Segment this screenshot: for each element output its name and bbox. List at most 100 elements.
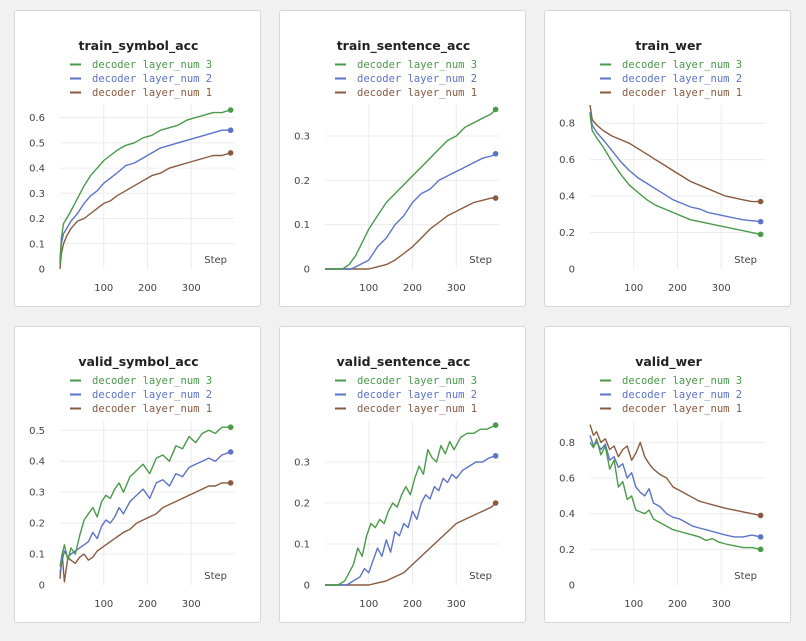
x-axis-label: Step (469, 571, 492, 582)
series-line (59, 426, 231, 567)
x-tick-label: 300 (182, 599, 201, 610)
x-tick-label: 200 (138, 283, 157, 294)
x-tick-label: 200 (403, 283, 422, 294)
series-end-point (757, 512, 764, 519)
y-tick-label: 0.1 (29, 550, 45, 561)
x-tick-label: 200 (138, 599, 157, 610)
y-tick-label: 0.8 (559, 438, 575, 449)
x-tick-label: 100 (94, 283, 113, 294)
x-tick-label: 100 (94, 599, 113, 610)
series-end-point (492, 150, 499, 157)
chart-title: valid_symbol_acc (78, 354, 198, 370)
series-line (589, 435, 761, 538)
chart-title: train_symbol_acc (79, 38, 199, 54)
series-end-point (227, 127, 234, 134)
legend-entry: decoder layer_num 1 (622, 403, 742, 415)
x-tick-label: 100 (359, 283, 378, 294)
x-tick-label: 100 (624, 599, 643, 610)
legend-entry: decoder layer_num 2 (357, 389, 477, 401)
y-tick-label: 0.5 (29, 426, 45, 437)
x-tick-label: 300 (712, 283, 731, 294)
chart-title: train_wer (635, 38, 702, 54)
x-tick-label: 300 (447, 283, 466, 294)
legend-entry: decoder layer_num 2 (92, 73, 212, 85)
series-line (589, 112, 761, 223)
series-end-point (227, 480, 234, 486)
y-tick-label: 0.3 (294, 458, 310, 469)
series-line (59, 109, 231, 265)
chart-title: valid_sentence_acc (337, 354, 471, 370)
chart-panel-train-wer: train_wer decoder layer_num 3 decoder laye… (544, 10, 791, 307)
legend-entry: decoder layer_num 3 (357, 375, 477, 387)
x-tick-label: 300 (712, 599, 731, 610)
series-end-point (757, 231, 764, 238)
x-tick-label: 200 (403, 599, 422, 610)
chart-panel-train-symbol-acc: train_symbol_acc decoder layer_num 3 decod… (14, 10, 261, 307)
y-tick-label: 0.2 (294, 176, 310, 187)
y-tick-label: 0 (39, 265, 45, 276)
chart-panel-valid-wer: valid_wer decoder layer_num 3 decoder laye… (544, 326, 791, 623)
y-tick-label: 0.8 (559, 119, 575, 130)
x-tick-label: 100 (359, 599, 378, 610)
legend-entry: decoder layer_num 1 (357, 87, 477, 99)
x-tick-label: 300 (447, 599, 466, 610)
y-tick-label: 0.4 (559, 192, 575, 203)
x-tick-label: 100 (624, 283, 643, 294)
series-end-point (757, 534, 764, 540)
series-end-point (492, 195, 499, 201)
x-axis-label: Step (469, 255, 492, 266)
chart-title: valid_wer (635, 354, 702, 370)
series-end-point (757, 198, 764, 205)
series-line (325, 502, 497, 586)
series-line (589, 438, 761, 550)
y-tick-label: 0.4 (559, 509, 575, 520)
series-end-point (227, 107, 234, 113)
series-line (325, 424, 496, 586)
x-axis-label: Step (734, 571, 757, 582)
y-tick-label: 0.6 (559, 155, 575, 166)
x-axis-label: Step (204, 255, 227, 266)
y-tick-label: 0.2 (559, 228, 575, 239)
y-tick-label: 0 (39, 581, 45, 592)
legend-entry: decoder layer_num 3 (92, 375, 212, 387)
y-tick-label: 0.4 (29, 457, 45, 468)
series-end-point (492, 453, 499, 459)
series-end-point (492, 106, 499, 113)
series-end-point (757, 546, 764, 553)
legend-entry: decoder layer_num 1 (622, 87, 742, 99)
y-tick-label: 0.1 (294, 220, 310, 231)
series-end-point (227, 150, 234, 156)
legend-entry: decoder layer_num 2 (622, 389, 742, 401)
y-tick-label: 0.6 (29, 113, 45, 124)
legend-entry: decoder layer_num 1 (92, 87, 212, 99)
chart-title: train_sentence_acc (337, 38, 471, 54)
series-line (59, 482, 231, 583)
legend-entry: decoder layer_num 2 (357, 73, 477, 85)
y-tick-label: 0 (304, 265, 310, 276)
y-tick-label: 0.3 (294, 132, 310, 143)
y-tick-label: 0.1 (294, 540, 310, 551)
y-tick-label: 0.2 (559, 545, 575, 556)
legend-entry: decoder layer_num 2 (92, 389, 212, 401)
series-end-point (757, 218, 764, 225)
y-tick-label: 0.1 (29, 239, 45, 250)
x-tick-label: 200 (668, 283, 687, 294)
x-tick-label: 300 (182, 283, 201, 294)
series-end-point (227, 449, 234, 455)
legend-entry: decoder layer_num 1 (92, 403, 212, 415)
y-tick-label: 0 (569, 265, 575, 276)
series-end-point (227, 424, 234, 430)
x-axis-label: Step (204, 571, 227, 582)
legend-entry: decoder layer_num 3 (357, 59, 477, 71)
series-line (59, 129, 231, 259)
y-tick-label: 0.3 (29, 189, 45, 200)
y-tick-label: 0.6 (559, 474, 575, 485)
